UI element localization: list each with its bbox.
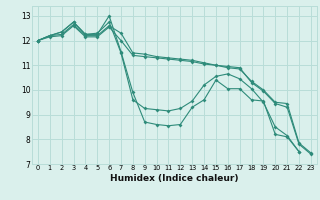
X-axis label: Humidex (Indice chaleur): Humidex (Indice chaleur): [110, 174, 239, 183]
